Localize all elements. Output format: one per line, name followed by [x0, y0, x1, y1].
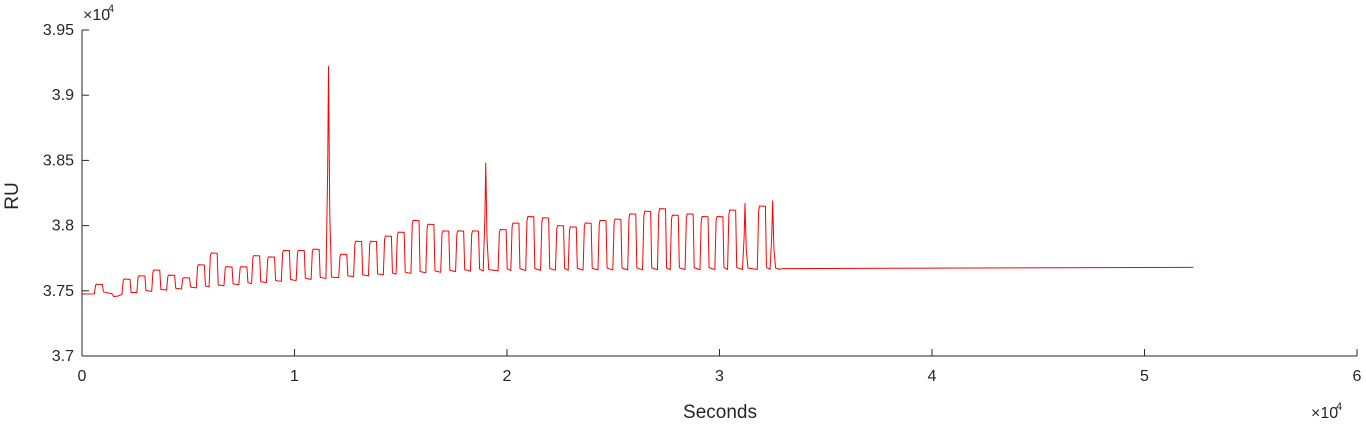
y-tick-label: 3.9	[52, 87, 74, 104]
x-tick-label: 0	[78, 368, 87, 385]
x-tick-label: 1	[290, 368, 299, 385]
x-tick-label: 6	[1353, 368, 1362, 385]
y-axis-label: RU	[2, 182, 23, 209]
y-tick-label: 3.95	[43, 22, 74, 39]
x-tick-label: 2	[503, 368, 512, 385]
y-axis-multiplier-exponent: 4	[108, 3, 114, 15]
x-tick-label: 3	[715, 368, 724, 385]
x-axis-multiplier: ×10	[1311, 405, 1338, 422]
x-axis-ticks: 0 1 2 3 4 5 6	[78, 349, 1362, 385]
x-tick-label: 4	[928, 368, 937, 385]
x-tick-label: 5	[1140, 368, 1149, 385]
y-tick-label: 3.7	[52, 348, 74, 365]
y-tick-label: 3.75	[43, 283, 74, 300]
y-axis-multiplier: ×10	[83, 7, 110, 24]
x-axis-multiplier-exponent: 4	[1336, 401, 1342, 413]
x-axis-label: Seconds	[683, 402, 757, 423]
axes	[81, 30, 1357, 357]
y-tick-label: 3.8	[52, 218, 74, 235]
y-tick-label: 3.85	[43, 152, 74, 169]
y-axis-ticks: 3.7 3.75 3.8 3.85 3.9 3.95	[43, 22, 89, 365]
series-line-ru	[81, 66, 1194, 298]
